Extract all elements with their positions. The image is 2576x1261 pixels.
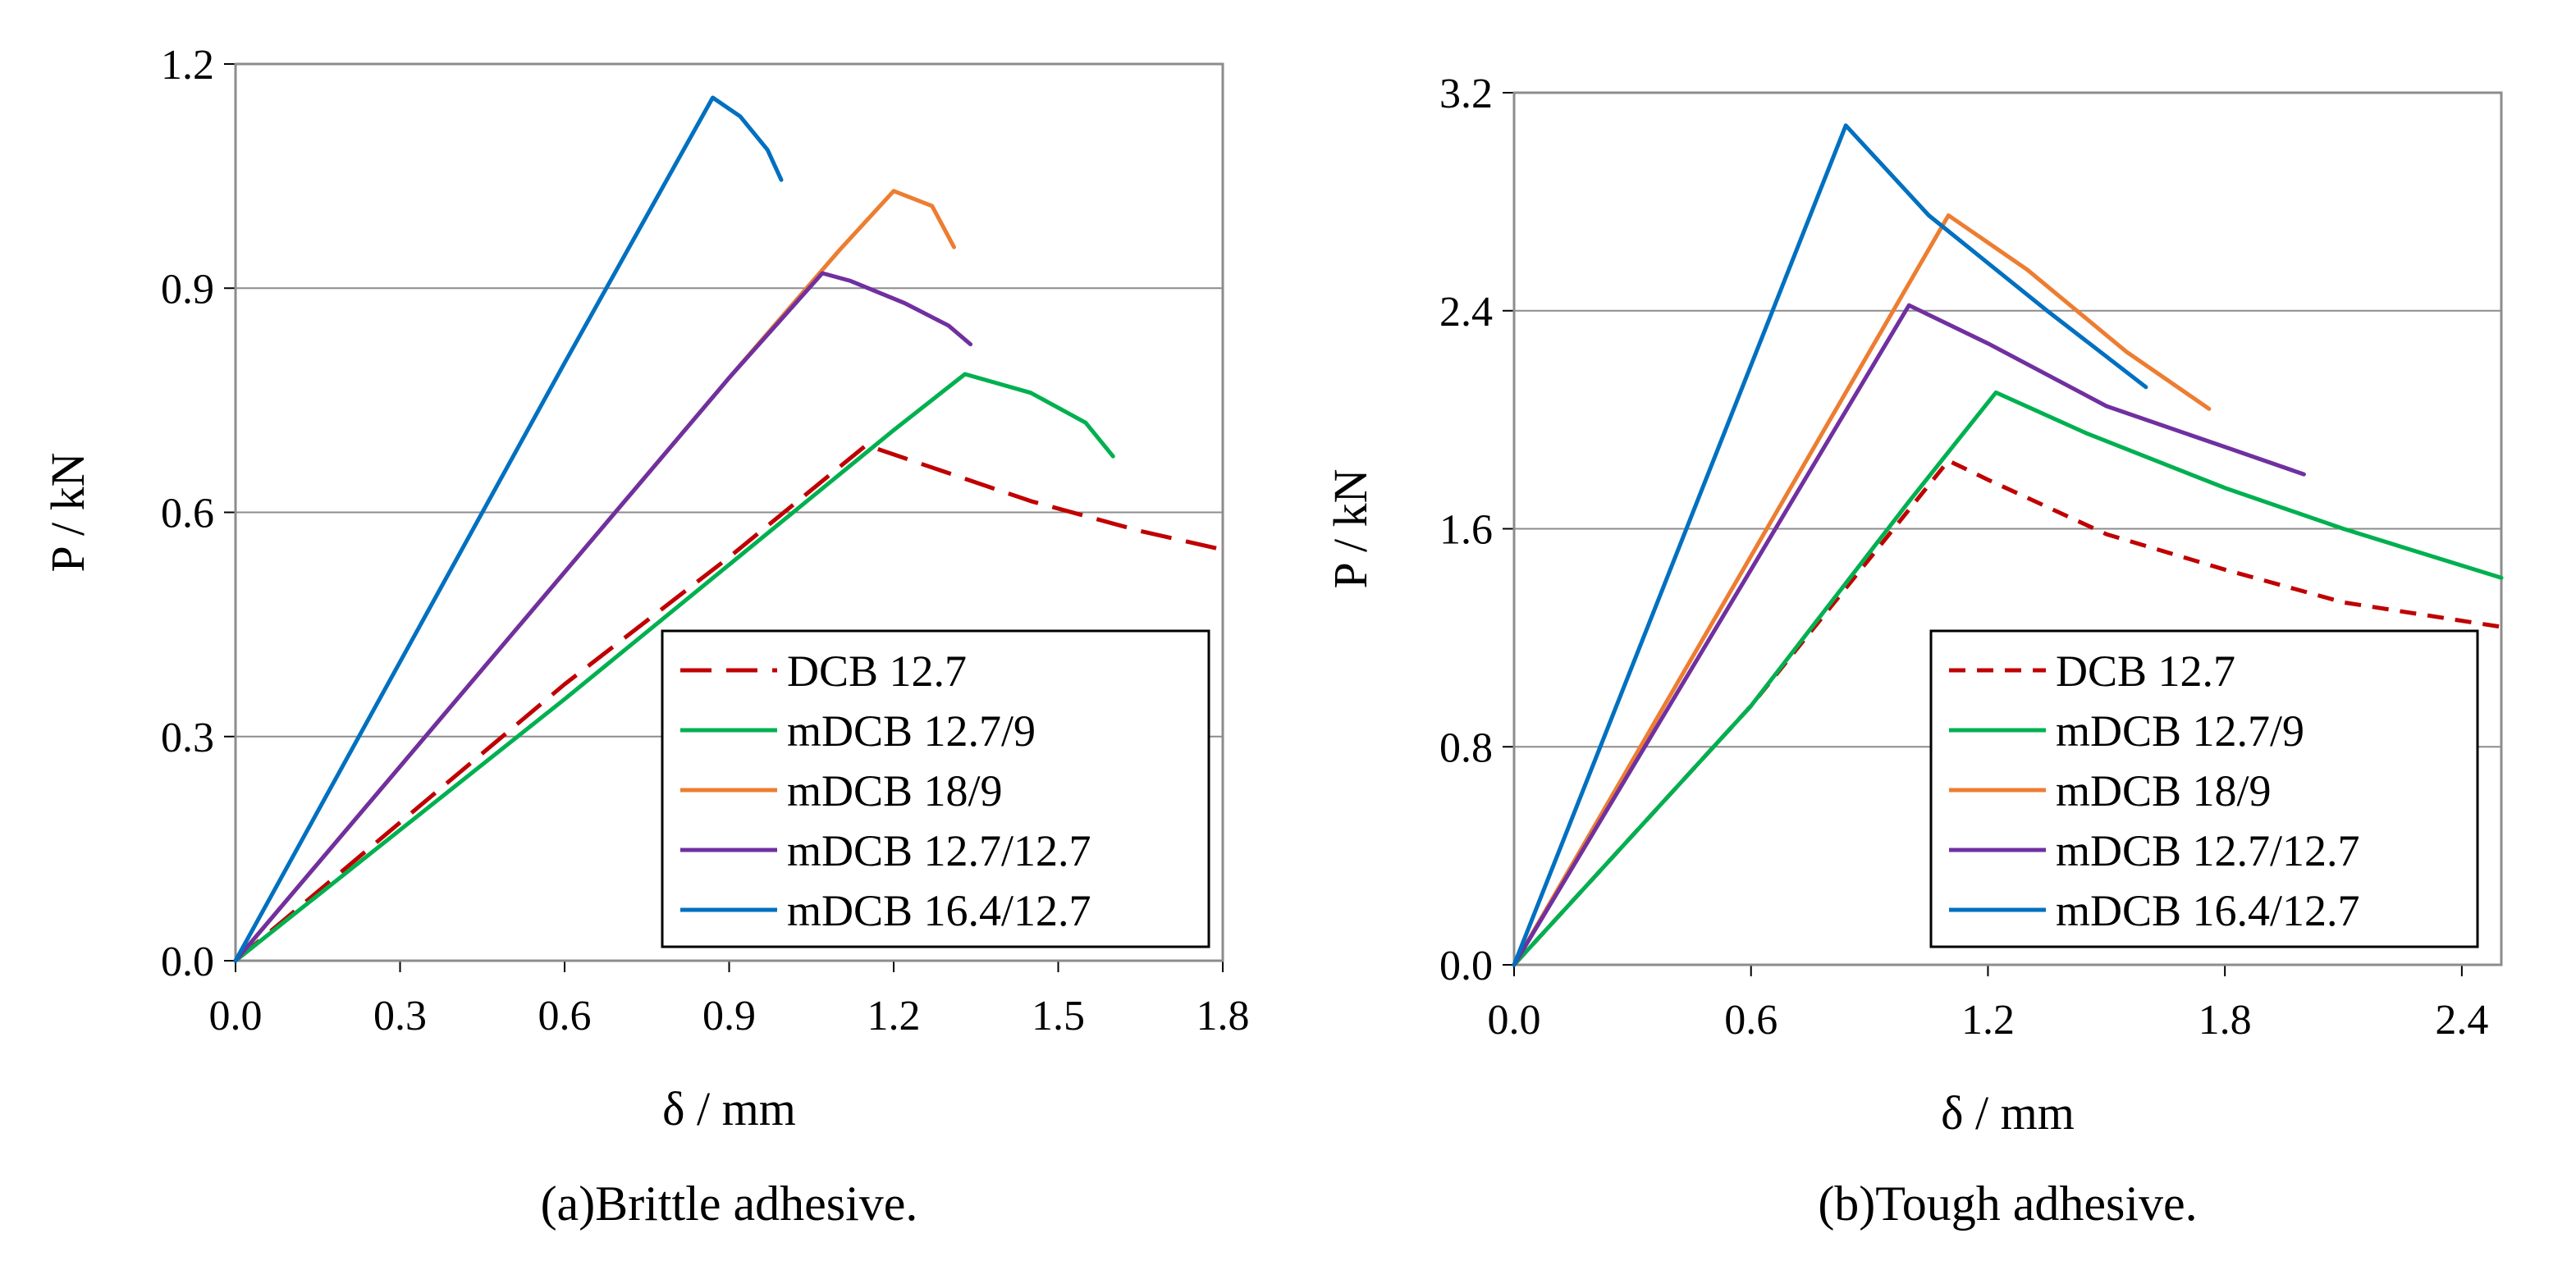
x-tick-label: 2.4 [2435,997,2488,1044]
y-tick-label: 0.0 [1439,943,1493,989]
legend-entry-label: DCB 12.7 [2056,646,2235,696]
y-tick-label: 3.2 [1439,71,1493,117]
caption-letter: (b) [1818,1176,1875,1231]
caption-letter: (a) [541,1176,596,1231]
x-tick-label: 1.8 [2199,997,2252,1044]
x-tick-label: 1.8 [1196,993,1250,1039]
caption-text: Tough adhesive. [1875,1176,2197,1231]
y-axis-label: P / kN [1324,468,1377,588]
legend-entry-label: DCB 12.7 [787,646,967,696]
x-tick-label: 0.3 [373,993,427,1039]
y-tick-label: 2.4 [1439,289,1493,336]
figure: 0.0 0.3 0.6 0.9 1.2 0.0 0.3 0.6 0.9 1.2 1.5 1.8 δ / … [0,0,2576,1261]
x-axis-label: δ / mm [662,1082,796,1135]
y-tick-label: 1.6 [1439,507,1493,554]
x-tick-label: 1.2 [1961,997,2015,1044]
y-axis-label: P / kN [41,452,94,572]
x-tick-label: 0.9 [702,993,756,1039]
x-tick-label: 0.0 [1488,997,1541,1044]
legend-entry-label: mDCB 12.7/9 [2056,706,2304,756]
legend-entry-label: mDCB 18/9 [2056,766,2272,816]
x-tick-label: 1.5 [1032,993,1085,1039]
legend-entry-label: mDCB 18/9 [787,766,1003,816]
x-tick-label: 0.6 [538,993,592,1039]
legend-entry-label: mDCB 12.7/12.7 [787,826,1091,875]
y-tick-label: 0.8 [1439,724,1493,771]
y-tick-label: 0.6 [161,491,214,537]
x-tick-label: 1.2 [867,993,921,1039]
legend: DCB 12.7 mDCB 12.7/9 mDCB 18/9 mDCB 12.7/12… [662,631,1209,947]
legend: DCB 12.7 mDCB 12.7/9 mDCB 18/9 mDCB 12.7/12… [1931,631,2478,947]
legend-entry-label: mDCB 16.4/12.7 [787,886,1091,935]
y-tick-label: 1.2 [161,42,214,89]
x-tick-label: 0.0 [209,993,263,1039]
legend-entry-label: mDCB 12.7/9 [787,706,1036,756]
legend-entry-label: mDCB 12.7/12.7 [2056,826,2360,875]
panel-caption: (a)Brittle adhesive. [541,1176,918,1231]
legend-entry-label: mDCB 16.4/12.7 [2056,886,2360,935]
caption-text: Brittle adhesive. [595,1176,917,1231]
x-axis-label: δ / mm [1941,1086,2075,1140]
y-tick-label: 0.9 [161,266,214,313]
x-tick-label: 0.6 [1724,997,1778,1044]
y-tick-label: 0.0 [161,939,214,985]
y-tick-label: 0.3 [161,715,214,761]
panel-caption: (b)Tough adhesive. [1818,1176,2197,1231]
